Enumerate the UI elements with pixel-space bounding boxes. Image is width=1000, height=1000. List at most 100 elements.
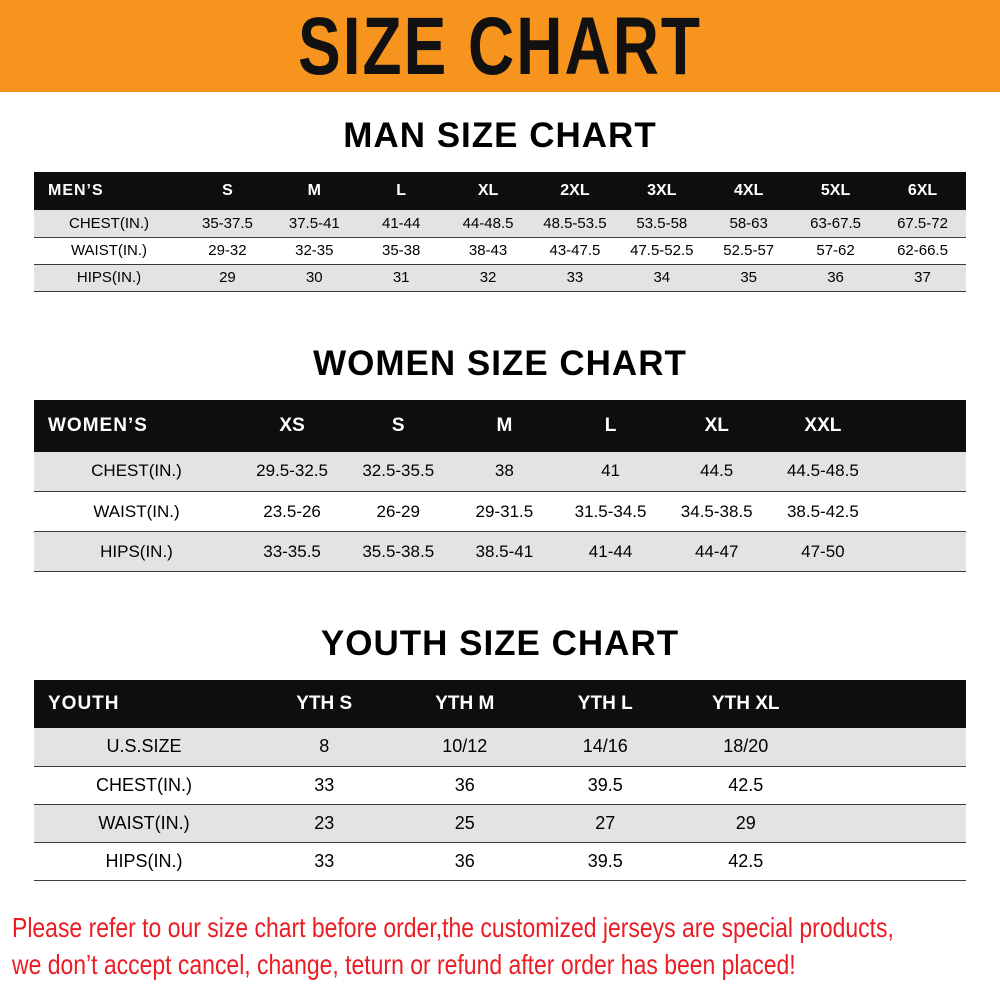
measurement-value: 25 <box>394 804 535 843</box>
measurement-row: HIPS(IN.) 29 30 31 32 33 34 35 36 37 <box>34 264 966 292</box>
measurement-value: 32.5-35.5 <box>345 451 452 492</box>
spacer-cell <box>816 766 966 805</box>
footer-notice: Please refer to our size chart before or… <box>0 909 1000 983</box>
table-header-row: YOUTH YTH S YTH M YTH L YTH XL <box>34 680 966 728</box>
table-title-cell: MEN’S <box>34 172 184 210</box>
measurement-value: 47-50 <box>769 531 876 572</box>
table-header-row: WOMEN’S XS S M L XL XXL <box>34 399 966 452</box>
youth-size-table: YOUTH YTH S YTH M YTH L YTH XL U.S.SIZE 8 10/12… <box>34 680 966 881</box>
measurement-value: 39.5 <box>535 842 676 881</box>
spacer-cell <box>816 842 966 881</box>
size-column-header: L <box>557 399 664 452</box>
measurement-value: 35-37.5 <box>184 210 271 238</box>
banner: SIZE CHART <box>0 0 1000 92</box>
spacer-cell <box>876 491 966 532</box>
measurement-value: 18/20 <box>675 728 816 767</box>
measurement-value: 10/12 <box>394 728 535 767</box>
measurement-value: 29 <box>184 264 271 292</box>
measurement-value: 23.5-26 <box>239 491 346 532</box>
measurement-row: CHEST(IN.) 35-37.5 37.5-41 41-44 44-48.5 48.5… <box>34 210 966 238</box>
measurement-value: 35.5-38.5 <box>345 531 452 572</box>
measurement-label: WAIST(IN.) <box>34 491 239 532</box>
measurement-row: CHEST(IN.) 29.5-32.5 32.5-35.5 38 41 44.5 44.5… <box>34 451 966 492</box>
measurement-value: 29 <box>675 804 816 843</box>
man-size-chart-heading: MAN SIZE CHART <box>343 116 657 155</box>
size-column-header: XS <box>239 399 346 452</box>
measurement-value: 43-47.5 <box>531 237 619 265</box>
size-column-header: 6XL <box>879 172 966 210</box>
measurement-label: U.S.SIZE <box>34 728 254 767</box>
measurement-value: 33 <box>254 766 395 805</box>
womens-size-table: WOMEN’S XS S M L XL XXL CHEST(IN.) 29.5-32.5 32.5… <box>34 399 966 572</box>
measurement-label: HIPS(IN.) <box>34 842 254 881</box>
measurement-value: 33 <box>254 842 395 881</box>
table-title-cell: WOMEN’S <box>34 399 239 452</box>
spacer-cell <box>876 451 966 492</box>
measurement-value: 29.5-32.5 <box>239 451 346 492</box>
measurement-value: 35 <box>705 264 793 292</box>
size-column-header: YTH S <box>254 680 395 728</box>
measurement-value: 38.5-41 <box>451 531 558 572</box>
measurement-row: WAIST(IN.) 29-32 32-35 35-38 38-43 43-47.5 47.… <box>34 237 966 265</box>
size-column-header: 5XL <box>792 172 879 210</box>
size-column-header: XL <box>663 399 770 452</box>
measurement-value: 44-47 <box>663 531 770 572</box>
measurement-value: 26-29 <box>345 491 452 532</box>
measurement-value: 32-35 <box>270 237 358 265</box>
measurement-value: 37 <box>879 264 966 292</box>
measurement-value: 67.5-72 <box>879 210 966 238</box>
women-size-chart-heading: WOMEN SIZE CHART <box>313 343 687 383</box>
measurement-value: 38-43 <box>444 237 532 265</box>
measurement-value: 48.5-53.5 <box>531 210 619 238</box>
measurement-value: 27 <box>535 804 676 843</box>
measurement-value: 29-31.5 <box>451 491 558 532</box>
measurement-value: 41-44 <box>557 531 664 572</box>
measurement-value: 41-44 <box>357 210 445 238</box>
youth-size-chart-heading: YOUTH SIZE CHART <box>320 624 680 663</box>
size-column-header: M <box>270 172 358 210</box>
measurement-label: CHEST(IN.) <box>34 766 254 805</box>
measurement-label: HIPS(IN.) <box>34 531 239 572</box>
measurement-row: WAIST(IN.) 23 25 27 29 <box>34 804 966 843</box>
mens-size-table: MEN’S S M L XL 2XL 3XL 4XL 5XL 6XL CHEST(IN.) 35-37… <box>34 172 966 292</box>
spacer-cell <box>816 728 966 767</box>
measurement-label: CHEST(IN.) <box>34 210 184 238</box>
measurement-value: 52.5-57 <box>705 237 793 265</box>
spacer-cell <box>876 531 966 572</box>
size-column-header: YTH XL <box>675 680 816 728</box>
measurement-row: HIPS(IN.) 33 36 39.5 42.5 <box>34 842 966 881</box>
table-title-cell: YOUTH <box>34 680 254 728</box>
measurement-row: HIPS(IN.) 33-35.5 35.5-38.5 38.5-41 41-44 44-… <box>34 531 966 572</box>
size-column-header: 4XL <box>705 172 793 210</box>
measurement-value: 47.5-52.5 <box>618 237 706 265</box>
youth-size-chart-section: YOUTH SIZE CHART YOUTH YTH S YTH M YTH L YTH… <box>0 572 1000 881</box>
size-column-header: XXL <box>769 399 876 452</box>
measurement-value: 33-35.5 <box>239 531 346 572</box>
spacer-cell <box>816 804 966 843</box>
measurement-value: 23 <box>254 804 395 843</box>
table-header-row: MEN’S S M L XL 2XL 3XL 4XL 5XL 6XL <box>34 172 966 210</box>
measurement-value: 57-62 <box>792 237 879 265</box>
size-column-header: YTH M <box>394 680 535 728</box>
measurement-value: 34 <box>618 264 706 292</box>
measurement-value: 41 <box>557 451 664 492</box>
size-column-header: 3XL <box>618 172 706 210</box>
spacer-cell <box>816 680 966 728</box>
footer-line-2: we don’t accept cancel, change, teturn o… <box>12 948 796 980</box>
measurement-value: 34.5-38.5 <box>663 491 770 532</box>
measurement-value: 42.5 <box>675 766 816 805</box>
measurement-value: 36 <box>394 766 535 805</box>
measurement-value: 44-48.5 <box>444 210 532 238</box>
measurement-value: 44.5 <box>663 451 770 492</box>
measurement-value: 58-63 <box>705 210 793 238</box>
measurement-value: 31.5-34.5 <box>557 491 664 532</box>
measurement-label: HIPS(IN.) <box>34 264 184 292</box>
measurement-value: 37.5-41 <box>270 210 358 238</box>
measurement-value: 31 <box>357 264 445 292</box>
women-size-chart-section: WOMEN SIZE CHART WOMEN’S XS S M L XL XXL CHEST(… <box>0 292 1000 572</box>
footer-line-1: Please refer to our size chart before or… <box>12 911 894 943</box>
measurement-value: 38 <box>451 451 558 492</box>
size-column-header: XL <box>444 172 532 210</box>
size-column-header: S <box>345 399 452 452</box>
